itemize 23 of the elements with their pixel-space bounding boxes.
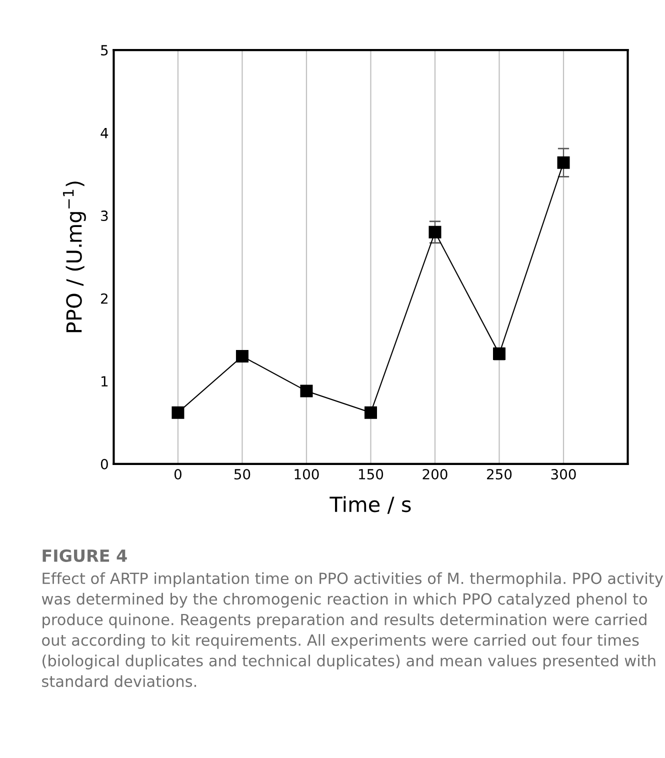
x-tick-label: 200 bbox=[422, 469, 448, 480]
x-tick-label: 250 bbox=[487, 469, 512, 480]
point bbox=[364, 406, 377, 419]
y-tick-label: 0 bbox=[100, 458, 108, 470]
x-tick-label: 150 bbox=[359, 469, 384, 480]
y-tick-label: 3 bbox=[101, 210, 108, 222]
y-axis-title: PPO / (U.mg$^{−1}$) bbox=[63, 182, 86, 332]
y-tick-label: 2 bbox=[101, 293, 108, 304]
text: FIGURE 4 bbox=[42, 549, 127, 562]
y-tick-label: 5 bbox=[101, 45, 108, 56]
point bbox=[428, 226, 442, 238]
point bbox=[300, 384, 313, 398]
y-tick-label: 4 bbox=[100, 128, 108, 138]
point bbox=[236, 350, 248, 363]
x-tick-label: 50 bbox=[234, 469, 250, 480]
x-tick-label: 300 bbox=[551, 469, 576, 480]
point bbox=[172, 406, 184, 419]
text: Effect of ARTP implantation time on PPO activities of M. thermophila. PPO activity was determined by the chromogenic reaction in which PPO catalyzed phenol to produce quinone. Reagents preparation and results determination were carried out according to kit requirements. All experiments were carried out four times (biological duplicates and technical duplicates) and mean values presented with standard deviations. bbox=[42, 572, 664, 688]
y-tick-label: 1 bbox=[102, 376, 108, 386]
x-axis-title: Time / s bbox=[330, 496, 411, 514]
x-tick-label: 100 bbox=[294, 469, 319, 480]
point bbox=[557, 156, 570, 169]
x-tick-label: 0 bbox=[174, 469, 182, 480]
